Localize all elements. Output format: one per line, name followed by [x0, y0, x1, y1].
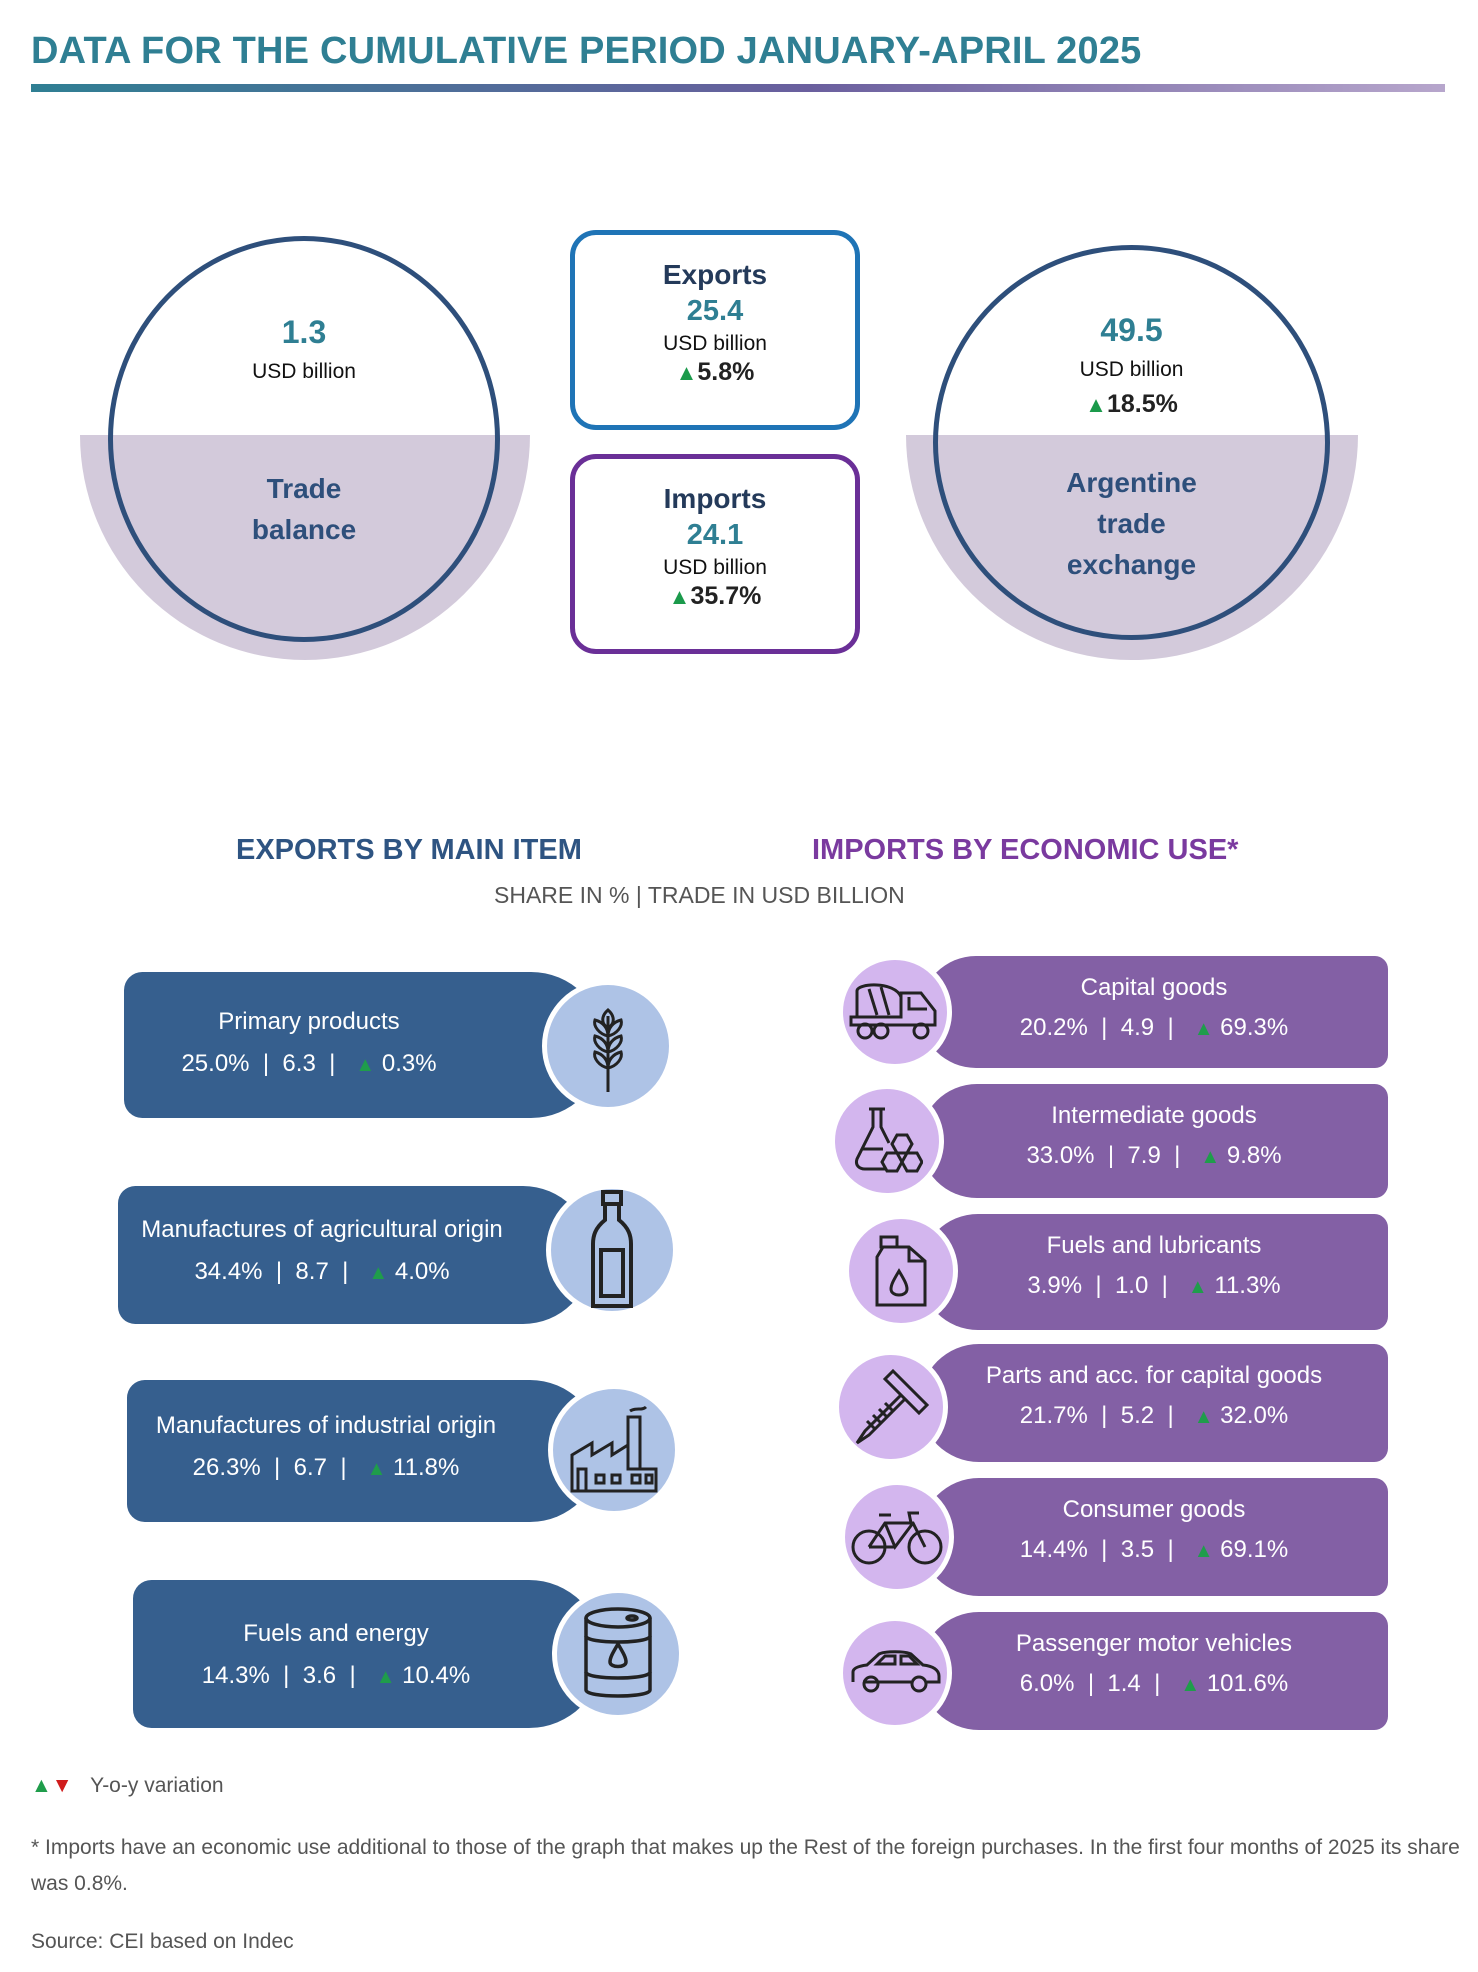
up-triangle-icon: ▲ — [368, 1262, 389, 1284]
imports-item-fuels-lubricants: Fuels and lubricants 3.9% | 1.0 | ▲ 11.3… — [920, 1214, 1388, 1330]
bicycle-icon — [840, 1480, 954, 1594]
up-triangle-icon: ▲ — [1187, 1276, 1208, 1298]
trade-exchange-unit: USD billion — [1079, 358, 1184, 381]
exports-item-industrial-manufactures: Manufactures of industrial origin 26.3% … — [127, 1380, 601, 1522]
page-title: DATA FOR THE CUMULATIVE PERIOD JANUARY-A… — [31, 30, 1142, 72]
screw-icon — [834, 1350, 948, 1464]
up-triangle-icon: ▲ — [355, 1054, 376, 1076]
exports-section-title: EXPORTS BY MAIN ITEM — [236, 834, 582, 866]
trade-balance-label: Trade balance — [251, 473, 357, 545]
factory-icon — [548, 1384, 680, 1516]
up-triangle-icon: ▲ — [1193, 1540, 1214, 1562]
up-triangle-icon: ▲ — [375, 1666, 396, 1688]
footnote: * Imports have an economic use additiona… — [31, 1836, 1460, 1895]
concrete-mixer-truck-icon — [838, 955, 952, 1069]
source-note: Source: CEI based on Indec — [31, 1930, 294, 1953]
down-triangle-icon: ▼ — [51, 1774, 73, 1797]
imports-variation: ▲35.7% — [668, 582, 762, 610]
wheat-icon — [542, 980, 674, 1112]
up-triangle-icon: ▲ — [1085, 392, 1107, 417]
up-triangle-icon: ▲ — [668, 584, 691, 609]
legend: ▲▼ Y-o-y variation — [31, 1774, 224, 1797]
bottle-icon — [546, 1184, 678, 1316]
exports-unit: USD billion — [663, 332, 767, 355]
trade-exchange-ring — [933, 245, 1330, 640]
exports-variation: ▲5.8% — [675, 358, 755, 386]
fuel-can-icon — [844, 1214, 958, 1328]
imports-item-parts-accessories: Parts and acc. for capital goods 21.7% |… — [920, 1344, 1388, 1462]
up-triangle-icon: ▲ — [1200, 1146, 1221, 1168]
imports-item-passenger-vehicles: Passenger motor vehicles 6.0% | 1.4 | ▲ … — [920, 1612, 1388, 1730]
imports-item-capital-goods: Capital goods 20.2% | 4.9 | ▲ 69.3% — [920, 956, 1388, 1068]
imports-section-title: IMPORTS BY ECONOMIC USE* — [812, 834, 1239, 866]
car-icon — [838, 1616, 952, 1730]
imports-value: 24.1 — [686, 519, 744, 551]
trade-exchange-label: Argentine trade exchange — [1066, 467, 1197, 580]
exports-item-agricultural-manufactures: Manufactures of agricultural origin 34.4… — [118, 1186, 592, 1324]
exports-title: Exports — [662, 259, 768, 290]
oil-barrel-icon — [552, 1588, 684, 1720]
imports-item-consumer-goods: Consumer goods 14.4% | 3.5 | ▲ 69.1% — [920, 1478, 1388, 1596]
title-divider — [31, 84, 1445, 92]
up-triangle-icon: ▲ — [1180, 1674, 1201, 1696]
trade-balance-unit: USD billion — [252, 360, 356, 383]
chemistry-flask-icon — [830, 1084, 944, 1198]
up-triangle-icon: ▲ — [31, 1774, 52, 1797]
trade-exchange-variation: ▲18.5% — [1085, 390, 1178, 418]
trade-balance-value: 1.3 — [281, 314, 327, 350]
up-triangle-icon: ▲ — [675, 360, 698, 385]
imports-title: Imports — [663, 483, 767, 514]
exports-summary-box: Exports 25.4 USD billion ▲5.8% — [570, 230, 860, 430]
trade-balance-ring — [108, 236, 500, 642]
imports-unit: USD billion — [663, 556, 767, 579]
exports-item-fuels-energy: Fuels and energy 14.3% | 3.6 | ▲ 10.4% — [133, 1580, 603, 1728]
imports-summary-box: Imports 24.1 USD billion ▲35.7% — [570, 454, 860, 654]
trade-exchange-value: 49.5 — [1100, 312, 1163, 348]
exports-value: 25.4 — [686, 295, 744, 327]
section-subtitle: SHARE IN % | TRADE IN USD BILLION — [494, 882, 905, 908]
up-triangle-icon: ▲ — [1193, 1018, 1214, 1040]
exports-item-primary-products: Primary products 25.0% | 6.3 | ▲ 0.3% — [124, 972, 604, 1118]
imports-item-intermediate-goods: Intermediate goods 33.0% | 7.9 | ▲ 9.8% — [920, 1084, 1388, 1198]
up-triangle-icon: ▲ — [366, 1458, 387, 1480]
up-triangle-icon: ▲ — [1193, 1406, 1214, 1428]
